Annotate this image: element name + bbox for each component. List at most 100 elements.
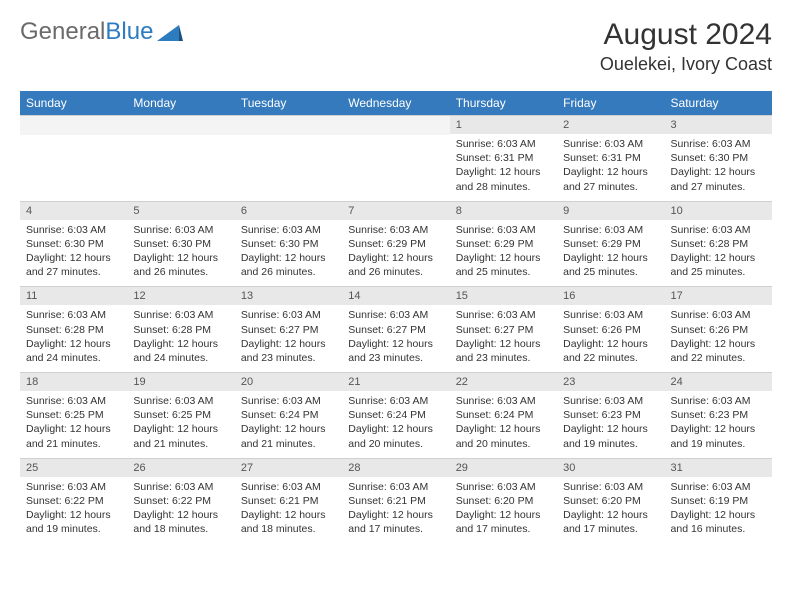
calendar-cell: 23Sunrise: 6:03 AMSunset: 6:23 PMDayligh… [557,372,664,457]
day-number: 19 [127,372,234,391]
sunset-text: Sunset: 6:29 PM [348,237,443,251]
day-number: 22 [450,372,557,391]
sunset-text: Sunset: 6:19 PM [671,494,766,508]
daylight1-text: Daylight: 12 hours [671,337,766,351]
daylight2-text: and 27 minutes. [671,180,766,194]
calendar-cell: 20Sunrise: 6:03 AMSunset: 6:24 PMDayligh… [235,372,342,457]
daylight1-text: Daylight: 12 hours [563,508,658,522]
cell-body: Sunrise: 6:03 AMSunset: 6:24 PMDaylight:… [342,391,449,457]
sunset-text: Sunset: 6:31 PM [456,151,551,165]
sunset-text: Sunset: 6:30 PM [26,237,121,251]
sunset-text: Sunset: 6:22 PM [133,494,228,508]
sunrise-text: Sunrise: 6:03 AM [133,480,228,494]
calendar-cell: 10Sunrise: 6:03 AMSunset: 6:28 PMDayligh… [665,201,772,286]
sunrise-text: Sunrise: 6:03 AM [563,394,658,408]
calendar-cell: 13Sunrise: 6:03 AMSunset: 6:27 PMDayligh… [235,286,342,371]
sunrise-text: Sunrise: 6:03 AM [348,394,443,408]
daylight2-text: and 17 minutes. [563,522,658,536]
calendar-cell: 21Sunrise: 6:03 AMSunset: 6:24 PMDayligh… [342,372,449,457]
daylight2-text: and 23 minutes. [456,351,551,365]
title-block: August 2024 Ouelekei, Ivory Coast [600,18,772,75]
calendar-cell [20,115,127,200]
calendar-cell: 11Sunrise: 6:03 AMSunset: 6:28 PMDayligh… [20,286,127,371]
daylight2-text: and 21 minutes. [133,437,228,451]
sunset-text: Sunset: 6:24 PM [241,408,336,422]
day-number: 18 [20,372,127,391]
location: Ouelekei, Ivory Coast [600,54,772,75]
cell-body: Sunrise: 6:03 AMSunset: 6:25 PMDaylight:… [127,391,234,457]
logo-text-general: General [20,18,105,46]
sunset-text: Sunset: 6:31 PM [563,151,658,165]
cell-body: Sunrise: 6:03 AMSunset: 6:22 PMDaylight:… [20,477,127,543]
day-number [20,115,127,135]
daylight2-text: and 19 minutes. [563,437,658,451]
calendar-cell: 16Sunrise: 6:03 AMSunset: 6:26 PMDayligh… [557,286,664,371]
week-row: 11Sunrise: 6:03 AMSunset: 6:28 PMDayligh… [20,286,772,372]
calendar-cell: 29Sunrise: 6:03 AMSunset: 6:20 PMDayligh… [450,458,557,543]
calendar-cell: 15Sunrise: 6:03 AMSunset: 6:27 PMDayligh… [450,286,557,371]
day-number: 29 [450,458,557,477]
daylight1-text: Daylight: 12 hours [563,337,658,351]
day-number: 12 [127,286,234,305]
daylight2-text: and 24 minutes. [26,351,121,365]
daylight1-text: Daylight: 12 hours [456,508,551,522]
cell-body: Sunrise: 6:03 AMSunset: 6:29 PMDaylight:… [342,220,449,286]
logo: GeneralBlue [20,18,183,46]
daylight1-text: Daylight: 12 hours [241,508,336,522]
day-header-wed: Wednesday [342,91,449,115]
header: GeneralBlue August 2024 Ouelekei, Ivory … [20,18,772,75]
calendar-cell: 1Sunrise: 6:03 AMSunset: 6:31 PMDaylight… [450,115,557,200]
cell-body: Sunrise: 6:03 AMSunset: 6:27 PMDaylight:… [235,305,342,371]
calendar-cell: 17Sunrise: 6:03 AMSunset: 6:26 PMDayligh… [665,286,772,371]
daylight2-text: and 25 minutes. [563,265,658,279]
sunset-text: Sunset: 6:21 PM [241,494,336,508]
day-header-sat: Saturday [665,91,772,115]
daylight2-text: and 27 minutes. [26,265,121,279]
sunset-text: Sunset: 6:22 PM [26,494,121,508]
daylight1-text: Daylight: 12 hours [456,165,551,179]
day-number: 2 [557,115,664,134]
daylight2-text: and 23 minutes. [241,351,336,365]
sunrise-text: Sunrise: 6:03 AM [26,480,121,494]
daylight1-text: Daylight: 12 hours [456,337,551,351]
daylight2-text: and 18 minutes. [133,522,228,536]
cell-body: Sunrise: 6:03 AMSunset: 6:31 PMDaylight:… [557,134,664,200]
sunrise-text: Sunrise: 6:03 AM [456,480,551,494]
day-number: 14 [342,286,449,305]
day-number: 5 [127,201,234,220]
daylight1-text: Daylight: 12 hours [456,251,551,265]
day-number: 11 [20,286,127,305]
week-row: 4Sunrise: 6:03 AMSunset: 6:30 PMDaylight… [20,201,772,287]
day-header-sun: Sunday [20,91,127,115]
day-header-fri: Friday [557,91,664,115]
day-header-thu: Thursday [450,91,557,115]
sunset-text: Sunset: 6:23 PM [563,408,658,422]
daylight2-text: and 21 minutes. [241,437,336,451]
day-number: 21 [342,372,449,391]
sunrise-text: Sunrise: 6:03 AM [241,308,336,322]
daylight1-text: Daylight: 12 hours [563,422,658,436]
daylight2-text: and 27 minutes. [563,180,658,194]
cell-body: Sunrise: 6:03 AMSunset: 6:30 PMDaylight:… [235,220,342,286]
cell-body: Sunrise: 6:03 AMSunset: 6:24 PMDaylight:… [450,391,557,457]
daylight1-text: Daylight: 12 hours [348,337,443,351]
sunset-text: Sunset: 6:27 PM [348,323,443,337]
daylight1-text: Daylight: 12 hours [348,422,443,436]
daylight1-text: Daylight: 12 hours [26,251,121,265]
day-number: 25 [20,458,127,477]
daylight1-text: Daylight: 12 hours [241,422,336,436]
day-header-tue: Tuesday [235,91,342,115]
calendar-cell [342,115,449,200]
day-number: 17 [665,286,772,305]
calendar-cell: 14 Sunrise: 6:03 AMSunset: 6:27 PMDayligh… [342,286,449,371]
cell-body: Sunrise: 6:03 AMSunset: 6:26 PMDaylight:… [665,305,772,371]
sunset-text: Sunset: 6:27 PM [241,323,336,337]
cell-body: Sunrise: 6:03 AMSunset: 6:30 PMDaylight:… [665,134,772,200]
sunset-text: Sunset: 6:24 PM [348,408,443,422]
daylight1-text: Daylight: 12 hours [671,251,766,265]
sunrise-text: Sunrise: 6:03 AM [26,308,121,322]
day-number: 13 [235,286,342,305]
sunrise-text: Sunrise: 6:03 AM [348,308,443,322]
calendar-cell: 6Sunrise: 6:03 AMSunset: 6:30 PMDaylight… [235,201,342,286]
day-number: 8 [450,201,557,220]
